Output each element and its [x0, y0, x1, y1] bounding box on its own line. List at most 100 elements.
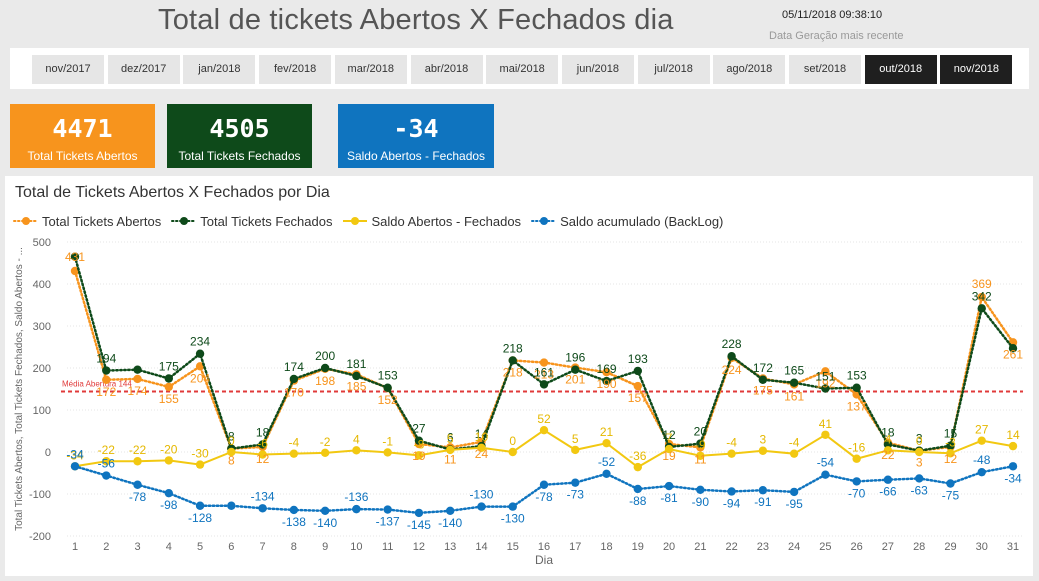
data-point-abertos	[539, 358, 549, 367]
x-tick-label: 23	[757, 541, 769, 553]
data-label-abertos: 431	[65, 250, 85, 264]
x-tick-label: 14	[475, 541, 487, 553]
data-point-backlog	[195, 501, 205, 510]
data-label-abertos: 190	[597, 377, 617, 391]
data-point-saldo	[633, 462, 642, 472]
month-tab[interactable]: nov/2017	[32, 55, 104, 84]
data-point-abertos	[821, 367, 830, 376]
x-tick-label: 24	[788, 541, 800, 553]
month-tab[interactable]: mar/2018	[334, 55, 407, 84]
month-tab[interactable]: jun/2018	[561, 55, 634, 84]
x-tick-label: 11	[382, 541, 393, 553]
data-label-backlog: -78	[129, 490, 147, 504]
data-point-saldo	[446, 445, 455, 455]
data-point-fechados	[758, 375, 768, 384]
data-label-saldo: -2	[320, 435, 331, 449]
card-value: 4471	[52, 114, 113, 143]
data-label-abertos: 3	[916, 456, 923, 470]
x-tick-label: 16	[538, 541, 550, 553]
data-label-fechados: 18	[881, 425, 895, 439]
data-label-fechados: 15	[944, 427, 958, 441]
legend-item-backlog[interactable]: Saldo acumulado (BackLog)	[531, 214, 723, 229]
reference-line-label: Média Abertura 144	[62, 380, 132, 389]
legend-item-saldo[interactable]: Saldo Abertos - Fechados	[342, 214, 521, 229]
data-label-saldo: -34	[66, 448, 84, 462]
data-label-abertos: 185	[346, 379, 366, 393]
data-point-backlog	[102, 471, 111, 480]
data-point-fechados	[414, 436, 424, 445]
data-label-abertos: 172	[96, 385, 116, 399]
data-point-backlog	[633, 484, 642, 494]
data-point-saldo	[852, 454, 861, 463]
data-label-abertos: 369	[972, 277, 992, 291]
month-tab[interactable]: jul/2018	[637, 55, 710, 84]
card-label: Saldo Abertos - Fechados	[346, 149, 486, 163]
data-point-fechados	[789, 378, 799, 387]
x-tick-label: 3	[134, 541, 140, 553]
data-point-saldo	[164, 456, 173, 465]
month-tab[interactable]: fev/2018	[259, 55, 332, 84]
card-value: 4505	[209, 114, 270, 143]
x-tick-label: 4	[166, 541, 172, 553]
data-label-backlog: -145	[407, 518, 431, 532]
legend-marker-icon	[531, 217, 558, 225]
data-label-abertos: 218	[503, 365, 523, 379]
month-tab[interactable]: nov/2018	[940, 55, 1013, 84]
month-tab[interactable]: set/2018	[789, 55, 861, 84]
month-tab[interactable]: ago/2018	[713, 55, 786, 84]
data-label-backlog: -54	[817, 456, 835, 470]
legend-label: Saldo Abertos - Fechados	[371, 214, 522, 229]
x-tick-label: 8	[291, 541, 297, 553]
month-tab[interactable]: mai/2018	[486, 55, 559, 84]
data-point-saldo	[539, 425, 549, 435]
x-tick-label: 1	[72, 541, 78, 553]
data-point-backlog	[696, 485, 705, 494]
month-tab[interactable]: abr/2018	[410, 55, 483, 84]
total-fechados-card[interactable]: 4505 Total Tickets Fechados	[167, 104, 312, 168]
x-tick-label: 25	[819, 541, 831, 553]
data-point-saldo	[227, 447, 236, 457]
data-point-saldo	[758, 446, 768, 455]
card-label: Total Tickets Abertos	[27, 149, 138, 163]
total-abertos-card[interactable]: 4471 Total Tickets Abertos	[10, 104, 155, 168]
data-label-backlog: -91	[754, 495, 772, 509]
data-point-fechados	[852, 383, 861, 392]
legend-marker-icon	[13, 217, 39, 225]
data-point-abertos	[195, 362, 205, 371]
data-label-backlog: -138	[282, 515, 306, 529]
data-point-fechados	[946, 441, 955, 450]
month-tab[interactable]: dez/2017	[107, 55, 180, 84]
legend-item-fechados[interactable]: Total Tickets Fechados	[171, 214, 332, 229]
saldo-card[interactable]: -34 Saldo Abertos - Fechados	[338, 104, 494, 168]
data-point-backlog	[352, 504, 361, 514]
x-tick-label: 28	[913, 541, 925, 553]
data-label-fechados: 3	[916, 432, 923, 446]
data-point-fechados	[195, 349, 205, 358]
data-point-fechados	[727, 352, 736, 361]
data-point-backlog	[414, 508, 424, 518]
data-label-fechados: 27	[412, 422, 426, 436]
data-point-backlog	[977, 467, 986, 477]
data-label-saldo: -4	[289, 436, 300, 450]
x-tick-label: 13	[444, 541, 456, 553]
legend-item-abertos[interactable]: Total Tickets Abertos	[13, 214, 161, 229]
data-point-fechados	[571, 365, 580, 374]
data-label-abertos: 24	[475, 447, 489, 461]
data-label-fechados: 193	[628, 352, 648, 366]
data-label-fechados: 14	[475, 427, 489, 441]
data-label-abertos: 137	[847, 399, 867, 413]
data-label-saldo: 5	[447, 432, 454, 446]
x-tick-label: 30	[976, 541, 988, 553]
x-tick-label: 9	[322, 541, 328, 553]
data-label-backlog: -140	[313, 516, 337, 530]
data-label-abertos: 198	[315, 374, 335, 388]
data-label-fechados: 8	[228, 430, 235, 444]
data-label-saldo: -20	[160, 442, 178, 456]
month-tab[interactable]: out/2018	[864, 55, 937, 84]
x-tick-label: 10	[350, 541, 362, 553]
month-tab[interactable]: jan/2018	[183, 55, 256, 84]
data-point-saldo	[883, 446, 893, 455]
data-point-backlog	[1008, 462, 1018, 471]
series-line-saldo	[74, 428, 1014, 469]
